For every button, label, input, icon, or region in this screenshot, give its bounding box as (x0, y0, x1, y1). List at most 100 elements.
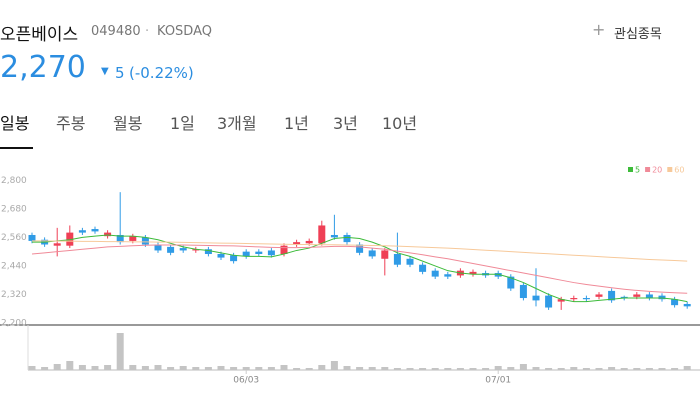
candle-body (280, 245, 288, 255)
legend-swatch (628, 167, 633, 172)
tab[interactable]: 일봉 (0, 114, 30, 133)
tab[interactable]: 10년 (382, 114, 418, 133)
candle-body (419, 264, 427, 272)
volume-bar (683, 366, 691, 370)
volume-bar (557, 368, 565, 370)
candle-body (204, 249, 212, 255)
tab[interactable]: 3개월 (217, 114, 257, 133)
tab[interactable]: 3년 (333, 114, 358, 133)
volume-bar (444, 368, 452, 370)
candle-body (116, 234, 124, 243)
candle-body (469, 271, 477, 275)
volume-bar (482, 368, 490, 370)
candle-body (318, 225, 326, 244)
candle-body (494, 273, 502, 277)
volume-bar (104, 365, 112, 370)
candle-body (104, 232, 112, 237)
y-tick-label: 2,800 (1, 176, 27, 186)
legend-swatch (667, 167, 673, 172)
volume-bar (255, 367, 263, 370)
volume-bar (595, 368, 603, 370)
candle-body (633, 294, 641, 297)
y-tick-label: 2,680 (1, 204, 27, 214)
candle-body (230, 255, 238, 262)
volume-bar (41, 367, 49, 370)
tab[interactable]: 월봉 (113, 114, 143, 133)
candle-body (381, 250, 389, 259)
candle-body (192, 249, 200, 251)
separator: · (145, 24, 150, 39)
volume-bar (494, 366, 502, 370)
candle-body (293, 242, 301, 245)
volume-bar (608, 367, 616, 370)
tab-underline (0, 147, 33, 149)
volume-bar (343, 366, 351, 370)
candle-body (242, 251, 250, 257)
candle-body (141, 237, 149, 245)
volume-bar (129, 365, 137, 370)
candle-body (658, 295, 666, 300)
volume-bar (671, 368, 679, 370)
volume-bar (217, 366, 225, 370)
ma-line (31, 244, 688, 294)
ma-line (32, 240, 688, 262)
volume-bar (356, 367, 364, 370)
candle-body (570, 298, 578, 300)
volume-bar (267, 367, 275, 370)
legend-label: 60 (674, 166, 684, 175)
tab[interactable]: 1일 (170, 114, 195, 133)
volume-bar (78, 365, 86, 370)
volume-bar (507, 367, 515, 370)
down-arrow: ▼ (101, 66, 109, 77)
candle-body (305, 240, 313, 244)
volume-bar (393, 368, 401, 370)
candle-body (217, 254, 225, 258)
volume-bar (280, 365, 288, 370)
volume-bar (141, 366, 149, 370)
volume-bar (620, 368, 628, 370)
stock-name: 오픈베이스 (0, 25, 79, 45)
candle-body (53, 243, 61, 246)
volume-bar (381, 367, 389, 370)
candle-body (683, 303, 691, 307)
ma-line (32, 234, 688, 303)
tab[interactable]: 주봉 (56, 114, 86, 133)
volume-bar (570, 367, 578, 370)
volume-bar (330, 361, 338, 370)
candle-body (645, 294, 653, 299)
candle-body (91, 229, 99, 232)
volume-bar (545, 368, 553, 370)
y-tick-label: 2,200 (1, 319, 27, 329)
candle-body (444, 274, 452, 277)
volume-bar (28, 366, 36, 370)
candle-body (343, 234, 351, 243)
volume-bar (154, 365, 162, 370)
change-pct: (-0.22%) (129, 64, 194, 82)
volume-bar (242, 367, 250, 370)
plus-icon[interactable]: + (592, 20, 606, 39)
candle-body (608, 290, 616, 301)
volume-bar (456, 368, 464, 370)
stock-code: 049480 (91, 24, 141, 39)
volume-bar (305, 368, 313, 370)
volume-bar (230, 367, 238, 370)
candle-body (393, 254, 401, 265)
change: 5 (115, 64, 125, 82)
candle-body (507, 276, 515, 289)
y-tick-label: 2,440 (1, 261, 27, 271)
price: 2,270 (0, 50, 86, 85)
candle-body (129, 236, 137, 241)
candle-body (582, 298, 590, 300)
volume-bar (116, 333, 124, 370)
candle-body (267, 250, 275, 256)
candle-body (78, 230, 86, 233)
legend-label: 5 (635, 166, 640, 175)
volume-bar (91, 366, 99, 370)
watch-button[interactable]: 관심종목 (614, 27, 662, 42)
tab[interactable]: 1년 (284, 114, 309, 133)
volume-bar (532, 367, 540, 370)
y-tick-label: 2,560 (1, 233, 27, 243)
candle-body (671, 299, 679, 306)
